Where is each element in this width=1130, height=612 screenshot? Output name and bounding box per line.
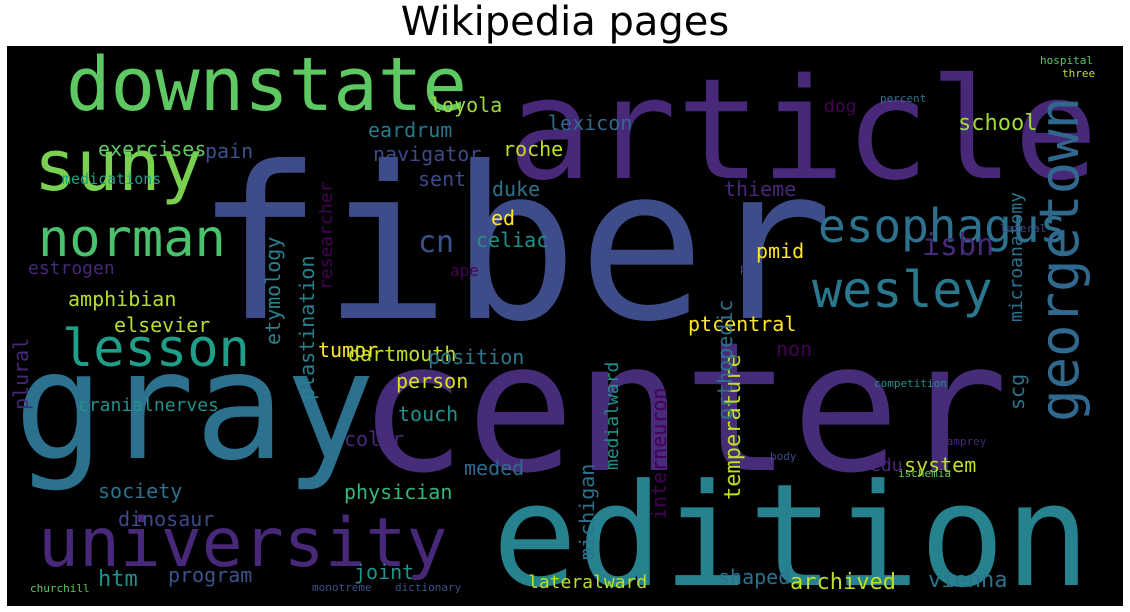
word: pig [740,262,760,275]
word: plastination [295,256,319,401]
word: pain [205,139,253,163]
word: estrogen [28,258,115,279]
word: lamprey [940,435,987,448]
word: monotreme [312,581,372,594]
word: dinosaur [118,507,214,531]
word: fiber [195,121,833,368]
word: three [1062,67,1095,80]
word: lexicon [548,111,632,135]
word: exercises [98,137,206,161]
word: loyola [430,93,502,117]
word: duke [492,177,540,201]
word: ptcentral [688,312,796,336]
word: university [38,504,447,583]
word: society [98,479,182,503]
word: hospital [1040,54,1093,67]
word: article [508,49,1098,212]
word: ed [491,206,515,230]
word: edition [492,454,1090,612]
word: amphibian [68,287,176,311]
word: non [776,337,812,361]
word: norman [38,209,226,269]
word: cn [418,225,454,260]
word: position [428,345,524,369]
word: meded [464,456,524,480]
word: ape [450,261,479,280]
word: ischemia [898,467,951,480]
word: center [358,304,1008,513]
word: joint [354,560,414,584]
word: sent [418,167,466,191]
word: navigator [373,142,481,166]
word: dartmouth [348,342,456,366]
word: touch [398,402,458,426]
word: medialward [602,362,623,470]
word: elsevier [114,313,210,337]
word: michigan [575,464,599,560]
word: program [168,563,252,587]
word: isbn [922,228,994,263]
word: edu [870,455,903,476]
word: cranialnerves [78,395,219,416]
word: celiac [476,228,548,252]
word: scg [1005,374,1029,410]
word: dictionary [395,581,462,594]
chart-title: Wikipedia pages [401,0,730,45]
word: suny [34,125,203,207]
word: lateral [1000,222,1046,235]
word: physician [344,480,452,504]
word: lateralward [528,572,647,593]
cloud-background [7,46,1123,606]
word: roche [503,137,563,161]
word: eardrum [368,118,452,142]
word: color [344,427,404,451]
word: competition [874,377,947,390]
word: churchill [30,582,90,595]
word: downstate [66,42,467,128]
word: wesley [812,261,993,319]
word: person [396,369,468,393]
word: georgetown [1028,97,1091,422]
word: shaped [718,565,790,589]
word: microanatomy [1006,192,1027,322]
word: percent [880,92,926,105]
word: thieme [724,177,796,201]
word: interneuron [647,388,671,520]
word: orthopedic [713,300,737,420]
word: temperature [721,354,746,500]
word: gray [14,320,375,494]
word: vienna [928,568,1007,593]
word: lesson [62,319,250,379]
word: dog [824,96,857,117]
word: tumor [318,338,378,362]
word: plural [9,338,33,410]
word: body [770,450,797,463]
word: archived [790,570,896,595]
word: researcher [316,181,337,290]
word: etymology [261,237,285,345]
word: school [958,111,1037,136]
word: htm [98,567,138,592]
word: pmid [756,239,804,263]
word: system [904,453,976,477]
word: esophagus [818,199,1067,253]
word: medications [62,170,161,188]
